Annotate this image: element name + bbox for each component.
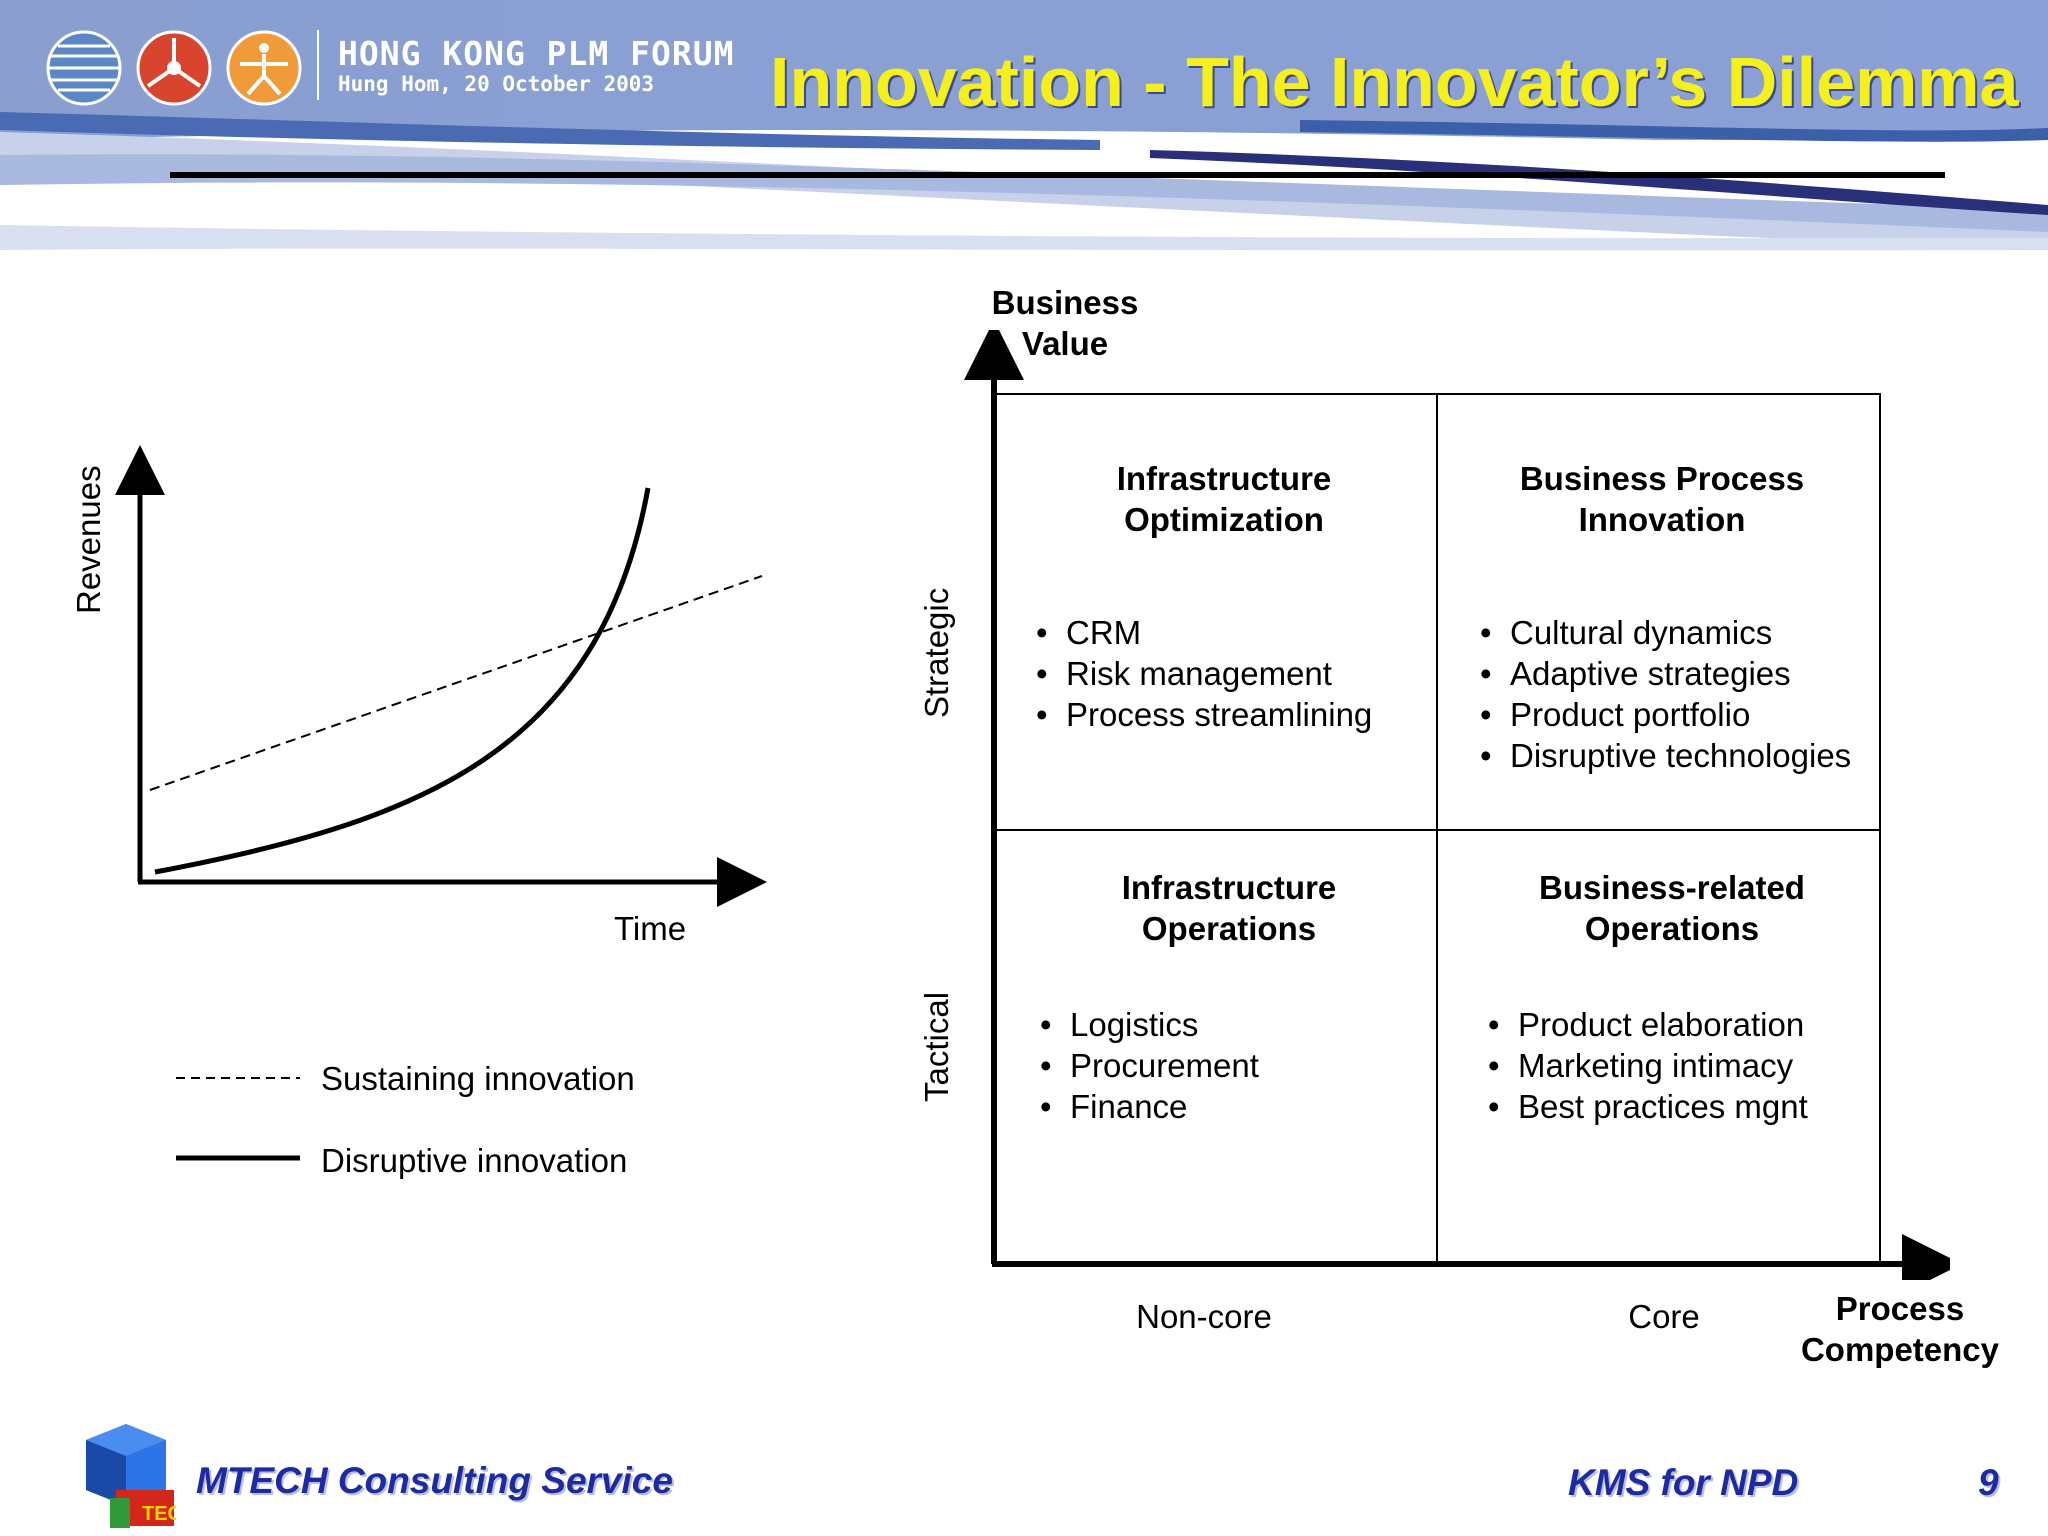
legend-swatches xyxy=(176,1077,300,1161)
header-background xyxy=(0,0,2048,260)
time-axis-label: Time xyxy=(614,910,687,947)
list-item: Best practices mgnt xyxy=(1488,1086,1808,1127)
list-item: Product elaboration xyxy=(1488,1004,1808,1045)
quadrant-list-business-process-innovation: Cultural dynamics Adaptive strategies Pr… xyxy=(1480,612,1851,776)
sustaining-innovation-line xyxy=(149,575,763,791)
revenues-axis-label: Revenues xyxy=(70,465,107,614)
business-value-label: Business Value xyxy=(991,284,1139,362)
list-item: Procurement xyxy=(1040,1045,1259,1086)
core-col-label: Core xyxy=(1628,1298,1700,1335)
footer-company: MTECH Consulting Service xyxy=(196,1460,673,1501)
header-banner: HONG KONG PLM FORUM Hung Hom, 20 October… xyxy=(0,0,2048,260)
slide-title: Innovation - The Innovator’s Dilemma xyxy=(770,43,2019,121)
page-number: 9 xyxy=(1978,1462,1999,1503)
innovation-curve-diagram xyxy=(115,445,767,907)
quadrant-list-business-related-operations: Product elaboration Marketing intimacy B… xyxy=(1488,1004,1808,1127)
footer-topic: KMS for NPD xyxy=(1568,1462,1799,1503)
orange-figure-logo-icon xyxy=(226,30,302,106)
disruptive-innovation-curve xyxy=(154,487,651,875)
non-core-col-label: Non-core xyxy=(1136,1298,1272,1335)
list-item: Marketing intimacy xyxy=(1488,1045,1808,1086)
list-item: Risk management xyxy=(1036,653,1372,694)
business-value-matrix xyxy=(964,330,1950,1280)
mtech-logo-icon: TECH xyxy=(86,1424,176,1528)
list-item: Process streamlining xyxy=(1036,694,1372,735)
list-item: Finance xyxy=(1040,1086,1259,1127)
list-item: CRM xyxy=(1036,612,1372,653)
quadrant-list-infrastructure-operations: Logistics Procurement Finance xyxy=(1040,1004,1259,1127)
legend-label-disruptive: Disruptive innovation xyxy=(321,1142,628,1179)
list-item: Cultural dynamics xyxy=(1480,612,1851,653)
list-item: Logistics xyxy=(1040,1004,1259,1045)
strategic-row-label: Strategic xyxy=(918,587,955,718)
quadrant-title-business-process-innovation: Business Process Innovation xyxy=(1519,460,1805,538)
tactical-row-label: Tactical xyxy=(918,991,955,1102)
quadrant-title-business-related-operations: Business-related Operations xyxy=(1539,869,1805,947)
list-item: Disruptive technologies xyxy=(1480,735,1851,776)
list-item: Adaptive strategies xyxy=(1480,653,1851,694)
quadrant-title-infrastructure-optimization: Infrastructure Optimization xyxy=(1116,460,1332,538)
globe-logo-icon xyxy=(46,30,122,106)
forum-subtitle: Hung Hom, 20 October 2003 xyxy=(338,72,655,96)
process-competency-label: Process Competency xyxy=(1800,1290,2000,1368)
quadrant-title-infrastructure-operations: Infrastructure Operations xyxy=(1121,869,1337,947)
list-item: Product portfolio xyxy=(1480,694,1851,735)
mtech-logo-letters: TECH xyxy=(142,1503,176,1525)
quadrant-list-infrastructure-optimization: CRM Risk management Process streamlining xyxy=(1036,612,1372,735)
red-network-logo-icon xyxy=(136,30,212,106)
forum-title: HONG KONG PLM FORUM xyxy=(338,34,735,73)
legend-label-sustaining: Sustaining innovation xyxy=(321,1060,635,1097)
